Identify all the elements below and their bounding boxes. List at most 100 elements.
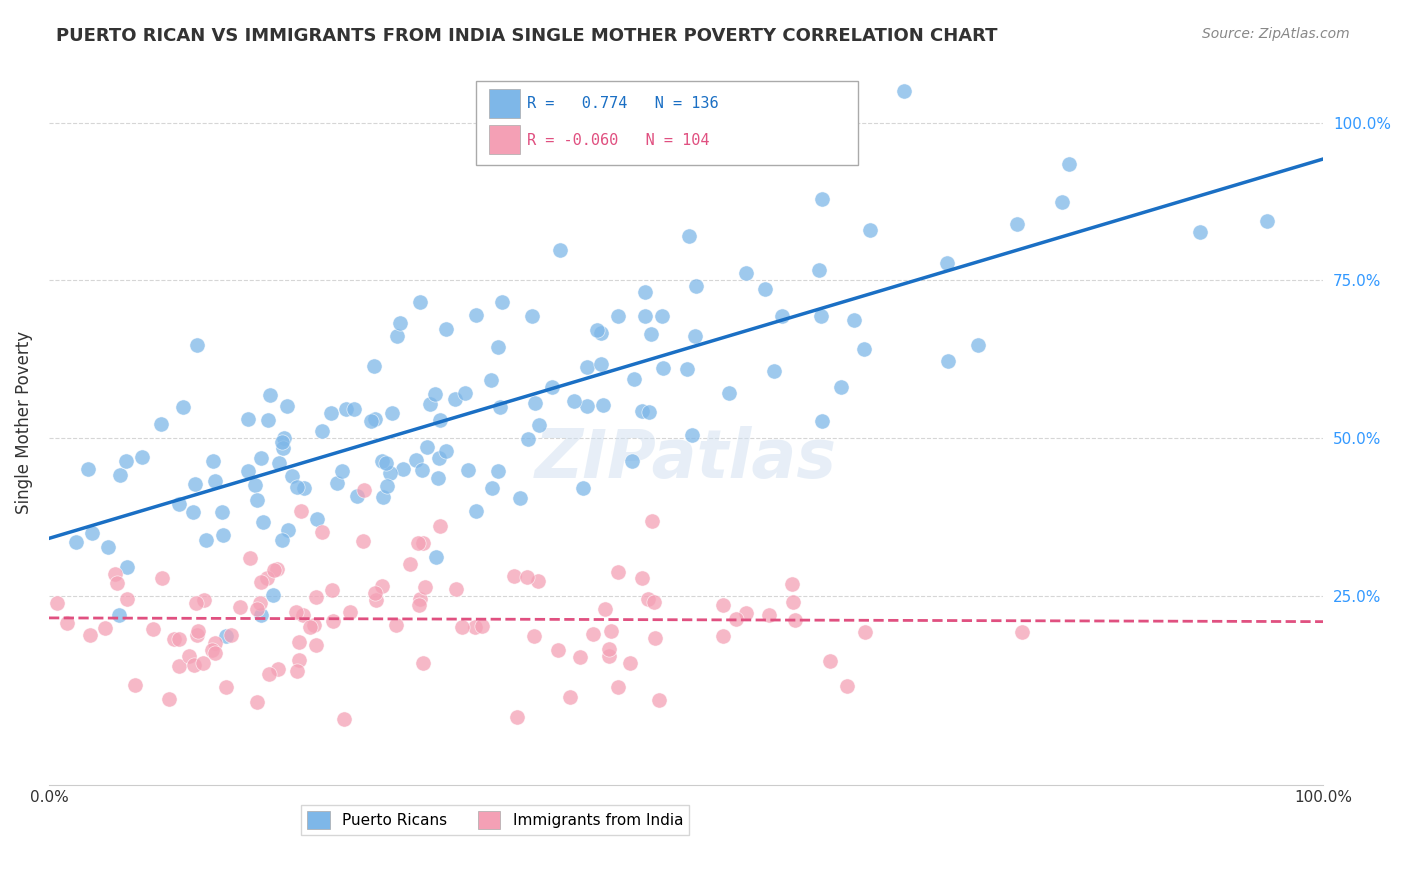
Point bbox=[124, 678, 146, 692]
Point bbox=[229, 600, 252, 615]
Point bbox=[250, 451, 273, 466]
Point bbox=[717, 385, 740, 400]
Point bbox=[619, 657, 641, 671]
Point bbox=[172, 400, 194, 414]
Point bbox=[412, 657, 434, 671]
Point bbox=[252, 515, 274, 529]
Point bbox=[569, 649, 592, 664]
Point bbox=[678, 229, 700, 244]
Point bbox=[373, 490, 395, 504]
Point bbox=[364, 585, 387, 599]
Point bbox=[936, 354, 959, 368]
Point bbox=[589, 326, 612, 340]
Point bbox=[214, 680, 236, 694]
Point bbox=[259, 388, 281, 402]
Point bbox=[246, 695, 269, 709]
Point bbox=[187, 624, 209, 638]
Point bbox=[294, 481, 316, 495]
Point bbox=[333, 712, 356, 726]
Point bbox=[593, 602, 616, 616]
Point bbox=[157, 692, 180, 706]
Point bbox=[285, 480, 308, 494]
Point bbox=[305, 590, 328, 604]
Point bbox=[285, 664, 308, 678]
Point bbox=[893, 84, 915, 98]
Point bbox=[651, 310, 673, 324]
Point bbox=[758, 607, 780, 622]
Point bbox=[183, 477, 205, 491]
Point bbox=[810, 414, 832, 428]
Point bbox=[576, 359, 599, 374]
Point bbox=[592, 399, 614, 413]
Point bbox=[481, 481, 503, 495]
Point bbox=[640, 327, 662, 342]
Point bbox=[419, 397, 441, 411]
Point bbox=[541, 380, 564, 394]
FancyBboxPatch shape bbox=[489, 88, 520, 118]
Point bbox=[634, 285, 657, 300]
Point bbox=[271, 533, 294, 547]
Point bbox=[811, 192, 834, 206]
Point bbox=[267, 456, 290, 470]
Point bbox=[464, 308, 486, 322]
Point bbox=[631, 571, 654, 585]
Point bbox=[186, 628, 208, 642]
Point bbox=[262, 588, 284, 602]
Point bbox=[94, 621, 117, 635]
Point bbox=[169, 658, 191, 673]
Point bbox=[378, 467, 401, 481]
Point bbox=[46, 596, 69, 610]
Point bbox=[364, 412, 387, 426]
Point bbox=[426, 470, 449, 484]
Point bbox=[384, 618, 406, 632]
Point bbox=[451, 620, 474, 634]
Point bbox=[281, 469, 304, 483]
Point bbox=[371, 579, 394, 593]
Point bbox=[377, 479, 399, 493]
Point bbox=[181, 505, 204, 519]
Point bbox=[770, 309, 793, 323]
Point bbox=[681, 428, 703, 442]
Point bbox=[277, 523, 299, 537]
Point bbox=[211, 505, 233, 519]
Point bbox=[586, 323, 609, 337]
Point bbox=[375, 456, 398, 470]
Point bbox=[56, 615, 79, 630]
Point bbox=[330, 465, 353, 479]
Point bbox=[486, 464, 509, 478]
Point bbox=[202, 453, 225, 467]
Point bbox=[204, 474, 226, 488]
Point bbox=[321, 583, 343, 598]
Point bbox=[108, 607, 131, 622]
Point bbox=[411, 462, 433, 476]
Point bbox=[335, 401, 357, 416]
Point bbox=[342, 401, 364, 416]
Point bbox=[454, 385, 477, 400]
Point bbox=[191, 657, 214, 671]
Point bbox=[630, 404, 652, 418]
Point bbox=[853, 624, 876, 639]
Point bbox=[572, 481, 595, 495]
Point bbox=[117, 591, 139, 606]
Point bbox=[246, 601, 269, 615]
Point bbox=[152, 571, 174, 585]
Point bbox=[381, 406, 404, 420]
Point bbox=[807, 263, 830, 277]
Point bbox=[238, 463, 260, 477]
Point bbox=[509, 491, 531, 506]
Point bbox=[502, 569, 524, 583]
Point bbox=[523, 629, 546, 643]
Point bbox=[408, 598, 430, 612]
Point bbox=[783, 613, 806, 627]
Point bbox=[412, 536, 434, 550]
Point bbox=[754, 281, 776, 295]
Text: Source: ZipAtlas.com: Source: ZipAtlas.com bbox=[1202, 27, 1350, 41]
Point bbox=[506, 709, 529, 723]
Point bbox=[423, 387, 446, 401]
Point bbox=[271, 435, 294, 450]
Point bbox=[623, 372, 645, 386]
Point bbox=[256, 413, 278, 427]
Point bbox=[408, 536, 430, 550]
Point bbox=[547, 643, 569, 657]
Point bbox=[97, 541, 120, 555]
